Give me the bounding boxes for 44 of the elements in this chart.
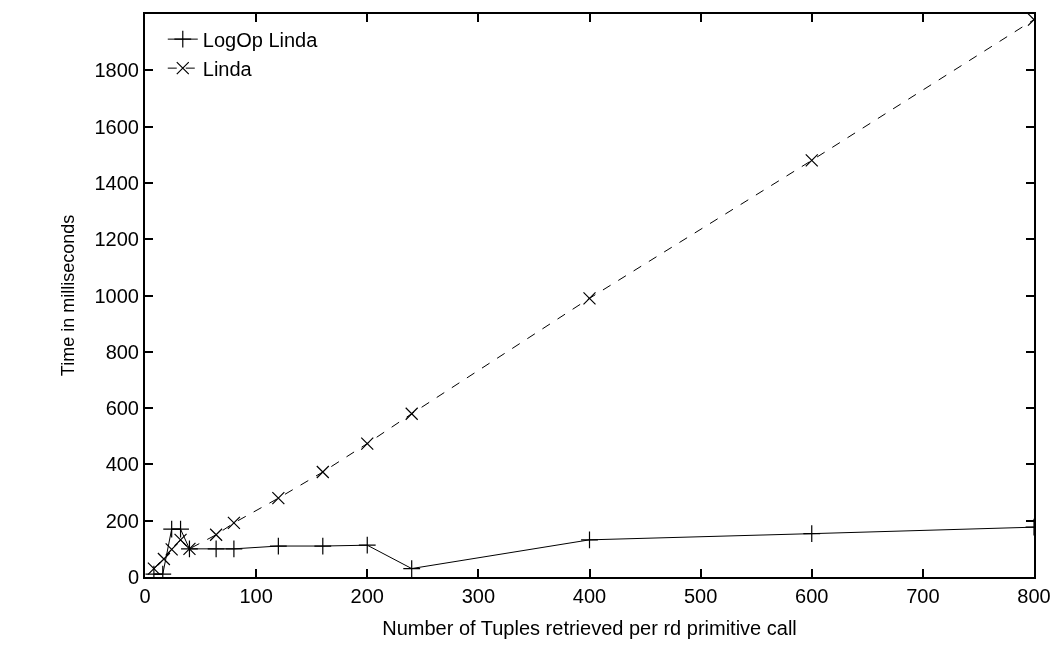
x-tick-label: 800: [1017, 585, 1051, 607]
y-tick-label: 1800: [94, 59, 139, 82]
point: [173, 533, 188, 547]
x-tick-label: 400: [572, 585, 607, 607]
point: [360, 436, 374, 451]
y-tick-label: 1600: [94, 115, 139, 138]
point: [271, 491, 285, 505]
point: [269, 537, 288, 556]
line-series: [145, 14, 1034, 577]
x-tick-label: 300: [461, 585, 496, 607]
point: [147, 561, 161, 576]
point: [165, 542, 179, 557]
x-tick-label: 200: [350, 585, 384, 607]
x-tick-label: 600: [795, 585, 829, 607]
point: [405, 407, 419, 421]
y-tick-label: 800: [105, 340, 139, 363]
point: [224, 539, 243, 558]
point: [313, 537, 332, 556]
y-tick-label: 0: [127, 566, 139, 588]
x-tick-label: 700: [906, 585, 940, 607]
y-tick-label: 200: [105, 509, 139, 532]
y-tick-label: 1200: [94, 228, 139, 251]
point: [209, 528, 223, 542]
legend-label: Linda: [202, 57, 253, 80]
point: [358, 536, 377, 555]
x-tick-label: 500: [683, 585, 718, 607]
point: [171, 520, 190, 539]
point: [402, 559, 421, 577]
point: [805, 153, 819, 167]
point: [157, 552, 171, 566]
x-tick-label: 100: [239, 585, 273, 607]
y-axis-title: Time in milliseconds: [58, 214, 79, 377]
point: [802, 524, 821, 543]
x-axis-title: Number of Tuples retrieved per rd primitive call: [382, 617, 797, 639]
y-tick-label: 600: [105, 397, 139, 420]
legend-label: LogOp Linda: [202, 28, 319, 51]
point: [207, 539, 226, 558]
y-tick-label: 1000: [94, 284, 139, 307]
point: [227, 516, 241, 530]
y-tick-label: 400: [105, 453, 139, 476]
point: [582, 291, 597, 305]
point: [316, 465, 330, 479]
y-tick-label: 1400: [94, 171, 139, 194]
point: [580, 530, 599, 549]
